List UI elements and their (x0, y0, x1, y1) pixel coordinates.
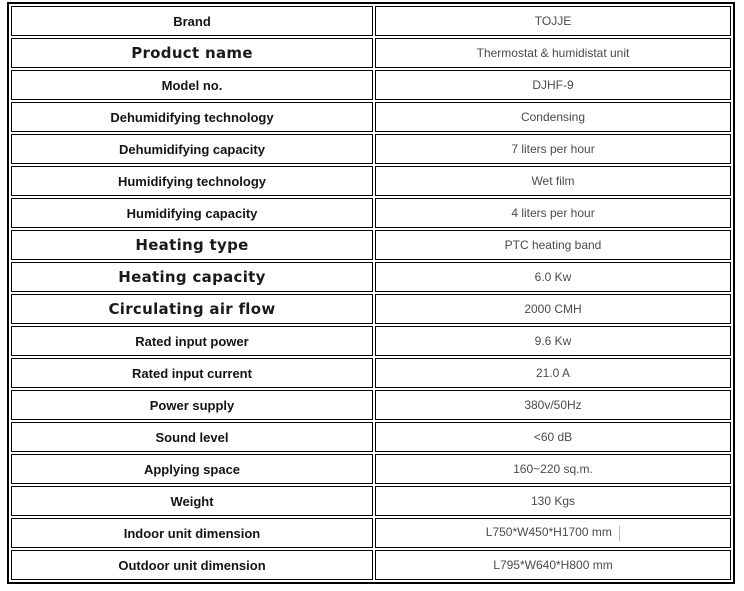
spec-value-text: Wet film (531, 174, 575, 188)
spec-label-text: Sound level (155, 429, 229, 445)
spec-label-cell: Dehumidifying technology (11, 102, 373, 132)
spec-value-text: 21.0 A (535, 366, 571, 380)
spec-label-text: Brand (173, 13, 211, 29)
spec-label-cell: Sound level (11, 422, 373, 452)
table-row: Indoor unit dimension L750*W450*H1700 mm (11, 518, 731, 548)
spec-label-text: Power supply (149, 397, 235, 413)
spec-value-cell: 160~220 sq.m. (375, 454, 731, 484)
spec-label-cell: Weight (11, 486, 373, 516)
spec-label-cell: Rated input power (11, 326, 373, 356)
spec-value-text: 380v/50Hz (524, 398, 582, 412)
spec-label-text: Model no. (161, 77, 223, 93)
spec-label-text: Heating type (135, 236, 249, 254)
spec-value-text: 6.0 Kw (534, 270, 572, 284)
table-row: Model no. DJHF-9 (11, 70, 731, 100)
table-row: Applying space 160~220 sq.m. (11, 454, 731, 484)
spec-value-cell: Condensing (375, 102, 731, 132)
spec-value-cell: 130 Kgs (375, 486, 731, 516)
spec-table: Brand TOJJE Product name Thermostat & hu… (7, 2, 735, 584)
spec-label-text: Rated input power (135, 333, 249, 349)
spec-label-text: Dehumidifying capacity (119, 141, 265, 157)
spec-value-text: <60 dB (533, 430, 573, 444)
spec-label-cell: Rated input current (11, 358, 373, 388)
spec-value-cell: 6.0 Kw (375, 262, 731, 292)
spec-label-text: Humidifying capacity (126, 205, 258, 221)
spec-label-cell: Heating type (11, 230, 373, 260)
spec-label-cell: Indoor unit dimension (11, 518, 373, 548)
spec-label-cell: Humidifying technology (11, 166, 373, 196)
spec-value-cell: 7 liters per hour (375, 134, 731, 164)
table-row: Circulating air flow 2000 CMH (11, 294, 731, 324)
spec-value-cell: L750*W450*H1700 mm (375, 518, 731, 548)
spec-label-text: Rated input current (132, 365, 252, 381)
table-row: Rated input current 21.0 A (11, 358, 731, 388)
spec-value-text: Condensing (520, 110, 586, 124)
spec-value-cell: 2000 CMH (375, 294, 731, 324)
spec-value-text: L750*W450*H1700 mm (485, 525, 612, 540)
spec-value-cell: L795*W640*H800 mm (375, 550, 731, 580)
spec-value-cell: Wet film (375, 166, 731, 196)
spec-value-text: TOJJE (534, 14, 572, 28)
spec-label-cell: Brand (11, 6, 373, 36)
spec-value-cell: 4 liters per hour (375, 198, 731, 228)
spec-label-text: Heating capacity (118, 268, 266, 286)
spec-label-text: Indoor unit dimension (123, 525, 261, 541)
spec-value-cell: <60 dB (375, 422, 731, 452)
spec-value-text: DJHF-9 (532, 78, 574, 92)
spec-value-text: 160~220 sq.m. (513, 462, 593, 476)
table-row: Rated input power 9.6 Kw (11, 326, 731, 356)
spec-label-cell: Product name (11, 38, 373, 68)
spec-table-body: Brand TOJJE Product name Thermostat & hu… (11, 6, 731, 580)
table-row: Product name Thermostat & humidistat uni… (11, 38, 731, 68)
spec-label-text: Circulating air flow (108, 300, 276, 318)
text-cursor (619, 525, 621, 541)
spec-value-text: 2000 CMH (524, 302, 582, 316)
table-row: Sound level <60 dB (11, 422, 731, 452)
spec-label-cell: Model no. (11, 70, 373, 100)
spec-value-text: 9.6 Kw (534, 334, 572, 348)
spec-value-text: Thermostat & humidistat unit (476, 46, 630, 60)
spec-label-cell: Heating capacity (11, 262, 373, 292)
spec-value-cell: 21.0 A (375, 358, 731, 388)
spec-label-cell: Dehumidifying capacity (11, 134, 373, 164)
spec-label-cell: Power supply (11, 390, 373, 420)
spec-value-cell: TOJJE (375, 6, 731, 36)
spec-label-cell: Applying space (11, 454, 373, 484)
spec-value-text: 130 Kgs (530, 494, 576, 508)
spec-label-text: Outdoor unit dimension (118, 557, 266, 573)
spec-value-text: PTC heating band (504, 238, 602, 252)
table-row: Humidifying capacity 4 liters per hour (11, 198, 731, 228)
spec-label-text: Applying space (143, 461, 241, 477)
table-row: Humidifying technology Wet film (11, 166, 731, 196)
spec-value-text: 7 liters per hour (511, 142, 595, 156)
spec-label-text: Humidifying technology (117, 173, 267, 189)
spec-label-cell: Circulating air flow (11, 294, 373, 324)
table-row: Weight 130 Kgs (11, 486, 731, 516)
spec-value-text: L795*W640*H800 mm (493, 558, 613, 572)
spec-label-text: Product name (131, 44, 253, 62)
table-row: Brand TOJJE (11, 6, 731, 36)
spec-label-cell: Humidifying capacity (11, 198, 373, 228)
spec-value-cell: DJHF-9 (375, 70, 731, 100)
table-row: Heating capacity 6.0 Kw (11, 262, 731, 292)
table-row: Outdoor unit dimension L795*W640*H800 mm (11, 550, 731, 580)
spec-value-cell: PTC heating band (375, 230, 731, 260)
table-row: Heating type PTC heating band (11, 230, 731, 260)
spec-label-cell: Outdoor unit dimension (11, 550, 373, 580)
spec-value-cell: 9.6 Kw (375, 326, 731, 356)
table-row: Power supply 380v/50Hz (11, 390, 731, 420)
table-row: Dehumidifying technology Condensing (11, 102, 731, 132)
table-row: Dehumidifying capacity 7 liters per hour (11, 134, 731, 164)
spec-value-cell: 380v/50Hz (375, 390, 731, 420)
spec-value-cell: Thermostat & humidistat unit (375, 38, 731, 68)
spec-value-text: 4 liters per hour (511, 206, 595, 220)
spec-label-text: Dehumidifying technology (110, 109, 274, 125)
spec-label-text: Weight (170, 493, 214, 509)
